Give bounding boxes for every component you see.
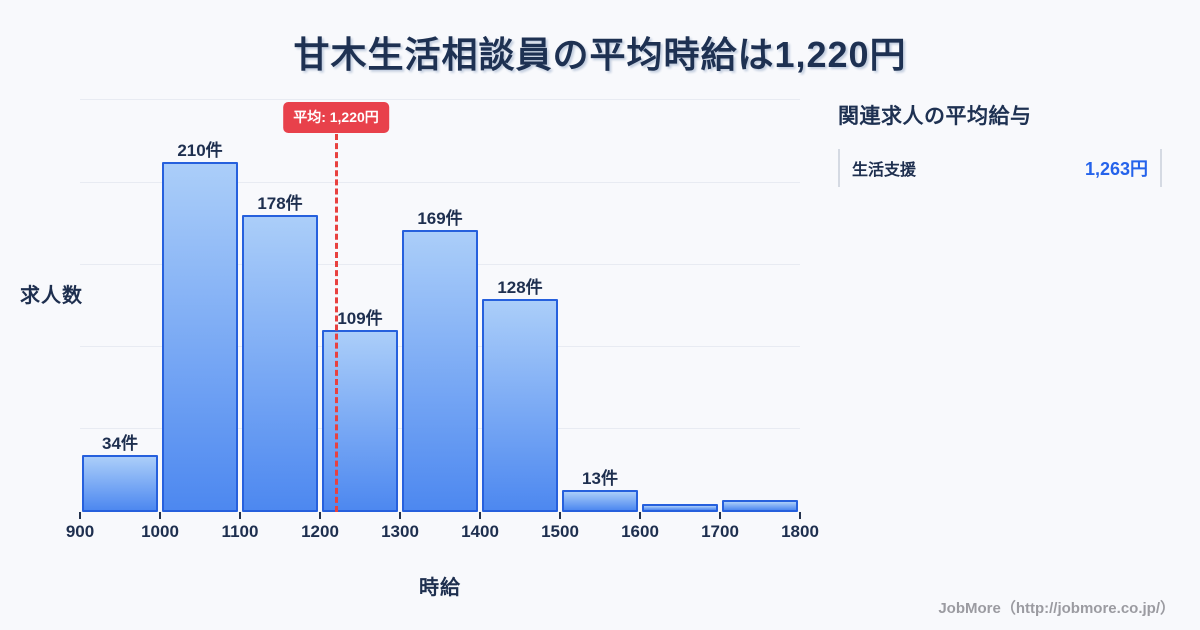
x-tick-mark — [239, 512, 241, 519]
x-tick-mark — [479, 512, 481, 519]
x-tick-mark — [559, 512, 561, 519]
histogram-bar — [722, 500, 798, 512]
bar-value-label: 109件 — [337, 309, 383, 328]
x-tick-label: 1100 — [221, 522, 259, 541]
x-tick-label: 1500 — [541, 522, 579, 541]
x-tick-mark — [159, 512, 161, 519]
x-tick-label: 1800 — [781, 522, 819, 541]
bar-value-label: 178件 — [257, 194, 303, 213]
x-tick-label: 1300 — [381, 522, 419, 541]
x-tick-label: 900 — [65, 522, 95, 541]
y-axis-label: 求人数 — [20, 285, 83, 307]
x-tick-label: 1700 — [701, 522, 739, 541]
histogram-bar — [402, 230, 478, 512]
bar-value-label: 34件 — [102, 434, 138, 453]
gridline — [80, 182, 800, 183]
salary-row-value: 1,263円 — [1084, 159, 1148, 179]
page-title: 甘木生活相談員の平均時給は1,220円 — [293, 34, 907, 75]
bar-value-label: 13件 — [582, 469, 618, 488]
x-tick-mark — [639, 512, 641, 519]
x-axis-label: 時給 — [419, 577, 461, 599]
x-tick-mark — [319, 512, 321, 519]
bar-value-label: 128件 — [497, 278, 543, 297]
histogram-bar — [162, 162, 238, 512]
bar-value-label: 169件 — [417, 209, 463, 228]
x-tick-mark — [719, 512, 721, 519]
average-line — [334, 134, 338, 512]
salary-row-label: 生活支援 — [852, 162, 917, 179]
histogram-bar — [242, 215, 318, 512]
side-panel-heading: 関連求人の平均給与 — [838, 105, 1032, 128]
footer-credit: JobMore（http://jobmore.co.jp/） — [938, 600, 1175, 617]
x-tick-label: 1600 — [621, 522, 659, 541]
average-badge: 平均: 1,220円 — [283, 102, 389, 133]
side-panel: 関連求人の平均給与 生活支援 1,263円 — [838, 100, 1162, 187]
histogram-bar — [642, 504, 718, 512]
bar-value-label: 210件 — [177, 141, 223, 160]
histogram-bar — [82, 455, 158, 512]
histogram-bar — [322, 330, 398, 512]
x-tick-mark — [799, 512, 801, 519]
histogram-bar — [482, 299, 558, 512]
x-tick-mark — [399, 512, 401, 519]
x-tick-label: 1000 — [141, 522, 179, 541]
x-tick-label: 1200 — [301, 522, 339, 541]
gridline — [80, 99, 800, 100]
x-tick-mark — [79, 512, 81, 519]
histogram-bar — [562, 490, 638, 512]
x-tick-label: 1400 — [461, 522, 499, 541]
histogram-plot: 求人数 時給 平均: 1,220円 34件 210件 178件 109件 169件 128… — [20, 99, 819, 599]
salary-row: 生活支援 1,263円 — [838, 149, 1162, 187]
